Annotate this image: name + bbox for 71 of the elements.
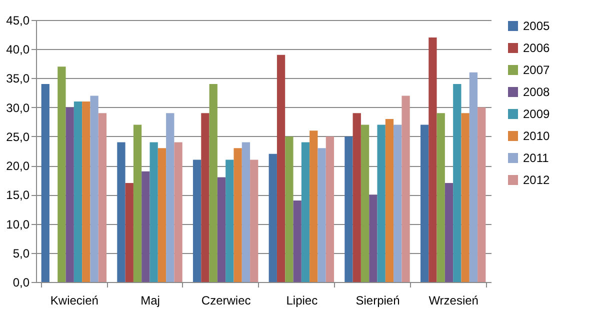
bar	[310, 130, 318, 282]
y-tick-label: 30,0	[6, 100, 30, 115]
y-tick-label: 15,0	[6, 188, 30, 202]
bar	[276, 54, 286, 282]
bar	[234, 148, 242, 282]
x-tick-label: Lipiec	[286, 294, 318, 308]
bar	[125, 183, 134, 282]
y-tick-label: 0,0	[12, 276, 30, 290]
x-tick-label: Kwiecień	[50, 294, 98, 308]
bar	[41, 84, 50, 282]
legend-label: 2005	[523, 19, 550, 33]
bar	[301, 142, 310, 282]
bar	[453, 84, 462, 282]
y-tick-label: 45,0	[6, 14, 30, 28]
bar	[226, 160, 234, 282]
bar	[166, 113, 174, 282]
bar	[66, 107, 74, 282]
y-tick-label: 5,0	[12, 246, 30, 260]
x-tick-label: Maj	[140, 294, 160, 308]
bar	[58, 66, 66, 282]
bar	[217, 177, 226, 282]
bar	[402, 96, 410, 282]
bar	[385, 118, 394, 282]
bar	[268, 154, 277, 282]
y-tick-label: 35,0	[6, 72, 30, 86]
legend-label: 2009	[523, 107, 550, 121]
bar	[461, 113, 470, 282]
bar	[428, 37, 437, 282]
bar	[242, 142, 250, 282]
y-tick-label: 10,0	[6, 217, 30, 232]
bar	[74, 102, 82, 282]
bar	[326, 136, 334, 282]
bar	[192, 160, 202, 282]
bar	[133, 124, 142, 282]
bar	[285, 136, 294, 282]
bar	[201, 113, 210, 282]
bar	[158, 148, 166, 282]
bar	[293, 200, 302, 282]
bar	[444, 183, 454, 282]
bar	[377, 124, 386, 282]
bar	[209, 84, 218, 282]
y-tick-label: 20,0	[6, 159, 30, 174]
bar	[90, 96, 98, 282]
bar	[82, 102, 90, 282]
bar	[352, 113, 361, 282]
legend-label: 2012	[523, 173, 550, 187]
bar	[420, 124, 429, 282]
bar	[250, 160, 258, 282]
bar	[174, 142, 182, 282]
bar	[360, 124, 370, 282]
legend-label: 2006	[523, 41, 550, 55]
bar	[117, 142, 126, 282]
x-tick-label: Czerwiec	[201, 294, 251, 308]
bar	[344, 136, 353, 282]
legend-label: 2007	[523, 63, 550, 77]
x-tick-label: Sierpień	[356, 294, 400, 308]
y-tick-label: 25,0	[6, 130, 30, 144]
x-tick-label: Wrzesień	[428, 294, 478, 308]
bar	[369, 194, 378, 282]
bar	[436, 113, 445, 282]
legend-label: 2008	[523, 85, 550, 99]
bar	[318, 148, 326, 282]
bar	[142, 171, 150, 282]
legend-label: 2010	[523, 129, 550, 143]
bar	[478, 107, 486, 282]
y-tick-label: 40,0	[6, 42, 30, 57]
bar	[469, 72, 478, 282]
bar	[98, 113, 107, 282]
bar	[150, 142, 158, 282]
bar	[394, 124, 402, 282]
legend-label: 2011	[523, 151, 550, 165]
